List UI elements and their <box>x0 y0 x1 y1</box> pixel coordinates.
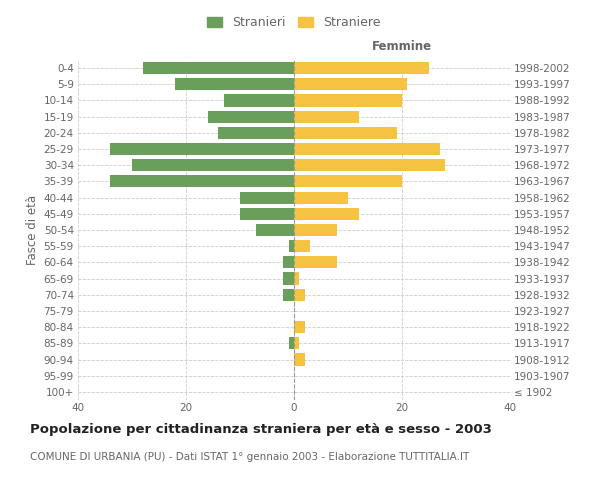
Bar <box>294 354 305 366</box>
Bar <box>294 192 348 203</box>
Legend: Stranieri, Straniere: Stranieri, Straniere <box>202 11 386 34</box>
Bar <box>283 272 294 284</box>
Bar <box>294 176 402 188</box>
Bar <box>294 127 397 139</box>
Bar <box>294 224 337 236</box>
Bar <box>294 94 402 106</box>
Bar <box>175 78 294 90</box>
Bar <box>240 192 294 203</box>
Bar <box>218 127 294 139</box>
Y-axis label: Fasce di età: Fasce di età <box>26 195 40 265</box>
Bar <box>283 288 294 301</box>
Text: COMUNE DI URBANIA (PU) - Dati ISTAT 1° gennaio 2003 - Elaborazione TUTTITALIA.IT: COMUNE DI URBANIA (PU) - Dati ISTAT 1° g… <box>30 452 469 462</box>
Bar <box>224 94 294 106</box>
Bar <box>110 143 294 155</box>
Bar <box>283 256 294 268</box>
Bar <box>294 110 359 122</box>
Bar <box>294 62 429 74</box>
Bar <box>294 143 440 155</box>
Bar <box>294 288 305 301</box>
Bar <box>294 321 305 333</box>
Bar <box>294 240 310 252</box>
Bar <box>294 256 337 268</box>
Text: Popolazione per cittadinanza straniera per età e sesso - 2003: Popolazione per cittadinanza straniera p… <box>30 422 492 436</box>
Bar <box>240 208 294 220</box>
Bar <box>294 338 299 349</box>
Bar <box>294 272 299 284</box>
Bar <box>208 110 294 122</box>
Bar <box>132 159 294 172</box>
Bar <box>294 78 407 90</box>
Text: Femmine: Femmine <box>372 40 432 53</box>
Bar <box>143 62 294 74</box>
Bar <box>289 240 294 252</box>
Bar <box>289 338 294 349</box>
Bar <box>256 224 294 236</box>
Bar <box>110 176 294 188</box>
Bar <box>294 159 445 172</box>
Bar <box>294 208 359 220</box>
